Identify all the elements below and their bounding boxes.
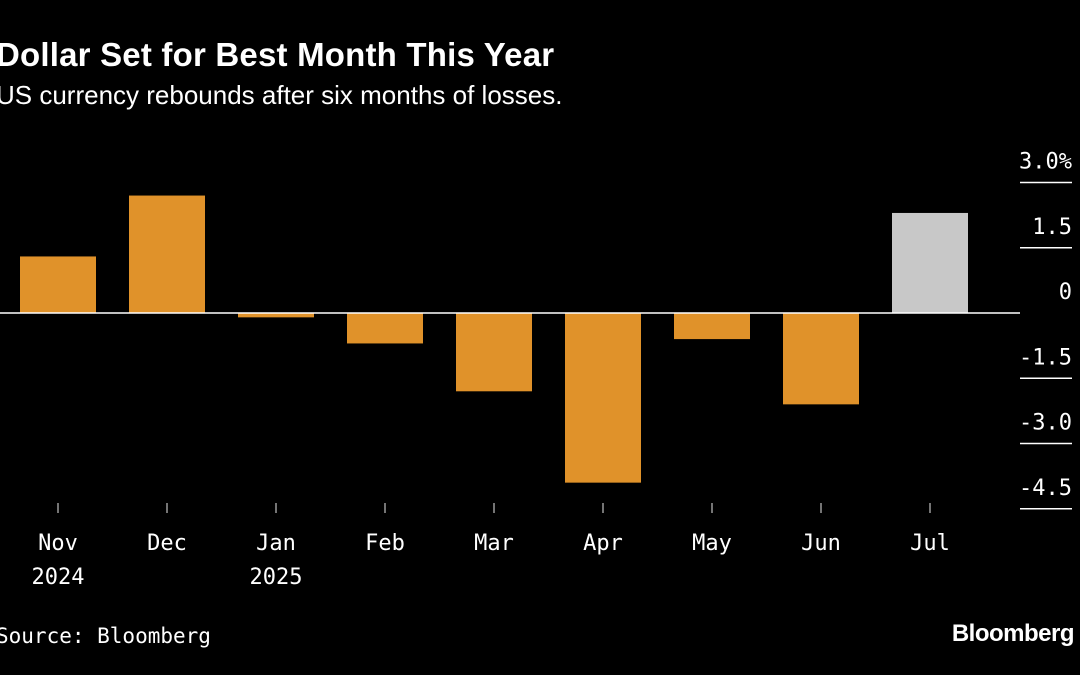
bar-dec bbox=[129, 195, 205, 313]
bar-apr bbox=[565, 313, 641, 483]
bar-mar bbox=[456, 313, 532, 392]
bars-group bbox=[20, 195, 968, 483]
chart-subtitle: US currency rebounds after six months of… bbox=[0, 80, 563, 110]
x-tick-label: Jul bbox=[910, 531, 950, 556]
x-tick-label: Nov bbox=[38, 531, 78, 556]
bar-jul bbox=[892, 212, 968, 313]
x-tick-label: Dec bbox=[147, 531, 187, 556]
x-tick-label: May bbox=[692, 531, 732, 556]
x-tick-label: Apr bbox=[583, 531, 623, 556]
y-tick-label: -3.0 bbox=[1019, 411, 1072, 436]
y-axis: 3.0% 1.5 0 -1.5 -3.0 -4.5 bbox=[1019, 150, 1072, 510]
bar-may bbox=[674, 313, 750, 340]
y-tick-label: -4.5 bbox=[1019, 476, 1072, 501]
y-tick-label: 0 bbox=[1059, 280, 1072, 305]
x-tick-label: 2024 bbox=[32, 565, 85, 590]
bar-nov bbox=[20, 256, 96, 313]
bar-jun bbox=[783, 313, 859, 405]
x-tick-label: Feb bbox=[365, 531, 405, 556]
y-tick-label: 1.5 bbox=[1032, 215, 1072, 240]
y-tick-label: 3.0% bbox=[1019, 150, 1072, 175]
x-axis: Nov 2024 Dec Jan 2025 Feb Mar Apr May Jun Jul bbox=[32, 503, 950, 590]
x-tick-label: Jun bbox=[801, 531, 841, 556]
bar-jan bbox=[238, 313, 314, 318]
y-tick-label: -1.5 bbox=[1019, 345, 1072, 370]
x-tick-label: Jan bbox=[256, 531, 296, 556]
bloomberg-logo: Bloomberg bbox=[951, 620, 1075, 647]
source-note: Source: Bloomberg bbox=[0, 624, 211, 648]
chart-title: Dollar Set for Best Month This Year bbox=[0, 36, 555, 73]
bar-feb bbox=[347, 313, 423, 344]
x-tick-label: Mar bbox=[474, 531, 514, 556]
x-tick-label: 2025 bbox=[250, 565, 303, 590]
